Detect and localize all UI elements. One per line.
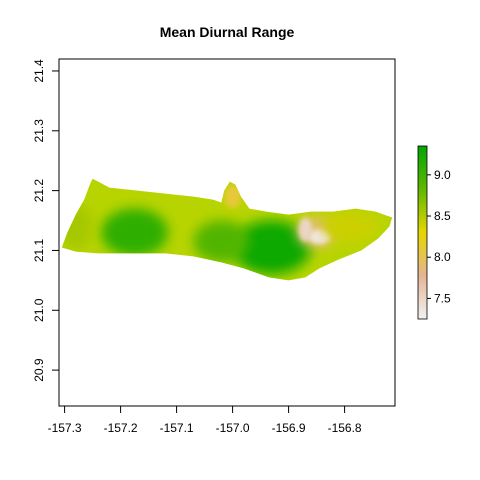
x-tick-label: -156.8 <box>328 421 362 435</box>
x-tick-label: -157.3 <box>48 421 82 435</box>
chart-title: Mean Diurnal Range <box>160 24 295 40</box>
raster-layer <box>61 178 393 281</box>
y-tick-label: 21.1 <box>32 238 46 262</box>
value-field <box>61 184 379 275</box>
x-axis: -157.3 -157.2 -157.1 -157.0 -156.9 -156.8 <box>48 405 362 435</box>
value-patch-5 <box>298 217 313 242</box>
y-tick-label: 21.2 <box>32 179 46 203</box>
x-tick-label: -157.0 <box>216 421 250 435</box>
colorbar-tick-label: 7.5 <box>434 291 451 305</box>
value-patch-4 <box>308 229 331 244</box>
value-patch-1 <box>232 220 311 275</box>
value-patch-7 <box>224 184 242 209</box>
colorbar-tick-label: 8.0 <box>434 250 451 264</box>
value-patch-6 <box>322 211 379 242</box>
y-tick-label: 20.9 <box>32 358 46 382</box>
x-tick-label: -157.1 <box>160 421 194 435</box>
y-axis: 20.9 21.0 21.1 21.2 21.3 21.4 <box>32 59 60 382</box>
value-patch-8 <box>61 202 93 251</box>
y-tick-label: 21.3 <box>32 119 46 143</box>
colorbar-tick-label: 8.5 <box>434 209 451 223</box>
value-patch-2 <box>193 220 250 263</box>
colorbar-legend: 7.5 8.0 8.5 9.0 <box>417 145 451 320</box>
y-tick-label: 21.4 <box>32 59 46 83</box>
colorbar-tick-label: 9.0 <box>434 168 451 182</box>
y-tick-label: 21.0 <box>32 298 46 322</box>
x-tick-label: -156.9 <box>272 421 306 435</box>
value-patch-0 <box>101 208 169 257</box>
colorbar <box>417 145 428 320</box>
x-tick-label: -157.2 <box>104 421 138 435</box>
